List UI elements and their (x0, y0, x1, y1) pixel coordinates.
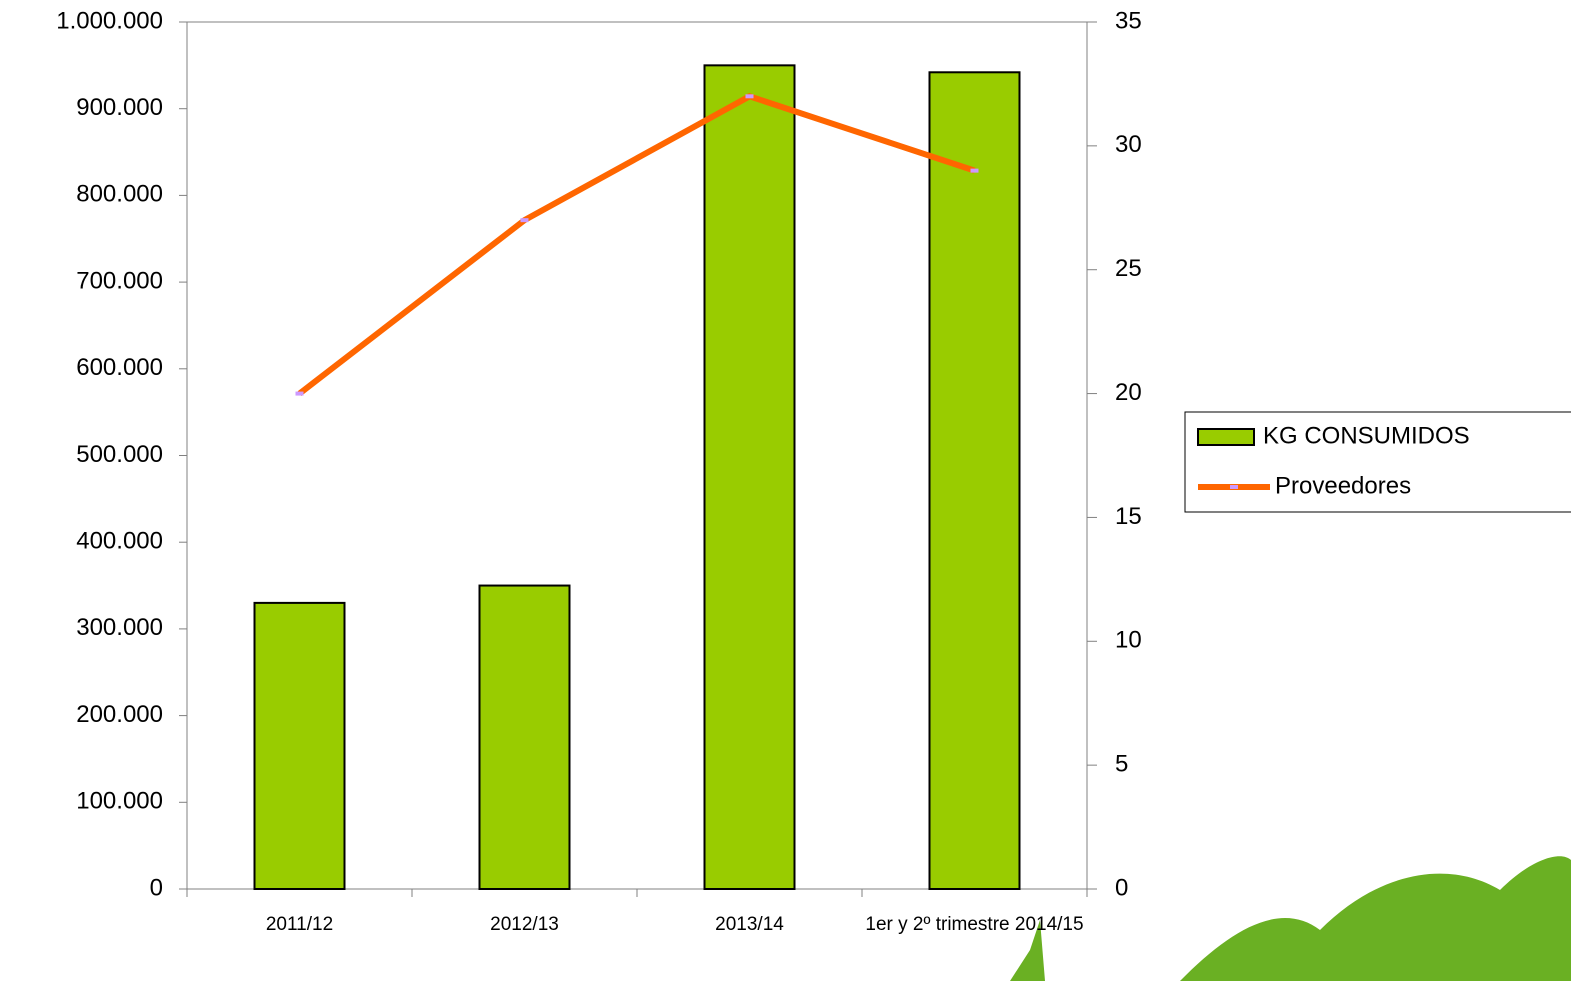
x-tick-label: 2012/13 (490, 914, 559, 935)
bar (253, 601, 346, 890)
line-marker (745, 94, 754, 99)
legend-marker (1230, 485, 1238, 489)
y2-tick-label: 25 (1115, 255, 1142, 282)
y-tick-label: 1.000.000 (56, 7, 163, 34)
line-marker (295, 391, 304, 396)
y-tick-label: 600.000 (76, 354, 163, 381)
y-tick-label: 900.000 (76, 94, 163, 121)
line-marker (970, 168, 979, 173)
y-tick-label: 0 (150, 874, 163, 901)
x-tick-label: 2011/12 (265, 914, 334, 935)
bar (703, 64, 796, 891)
y2-tick-label: 20 (1115, 379, 1142, 406)
y-tick-label: 400.000 (76, 528, 163, 555)
y2-tick-label: 35 (1115, 7, 1142, 34)
x-tick-label: 1er y 2º trimestre 2014/15 (865, 914, 1084, 935)
y2-tick-label: 15 (1115, 503, 1142, 530)
y-tick-label: 200.000 (76, 701, 163, 728)
y-tick-label: 500.000 (76, 441, 163, 468)
y-tick-label: 800.000 (76, 181, 163, 208)
y-tick-label: 300.000 (76, 614, 163, 641)
y2-tick-label: 10 (1115, 627, 1142, 654)
x-tick-label: 2013/14 (715, 914, 784, 935)
legend-label: KG CONSUMIDOS (1263, 422, 1470, 449)
y2-tick-label: 30 (1115, 131, 1142, 158)
y2-tick-label: 0 (1115, 874, 1128, 901)
legend-label: Proveedores (1275, 472, 1411, 499)
line-marker (520, 218, 529, 223)
y-tick-label: 700.000 (76, 267, 163, 294)
grass (1010, 856, 1571, 981)
y-tick-label: 100.000 (76, 788, 163, 815)
bar (928, 71, 1021, 890)
legend-swatch (1197, 428, 1255, 446)
bar (478, 584, 571, 890)
line (297, 93, 976, 396)
y2-tick-label: 5 (1115, 750, 1128, 777)
